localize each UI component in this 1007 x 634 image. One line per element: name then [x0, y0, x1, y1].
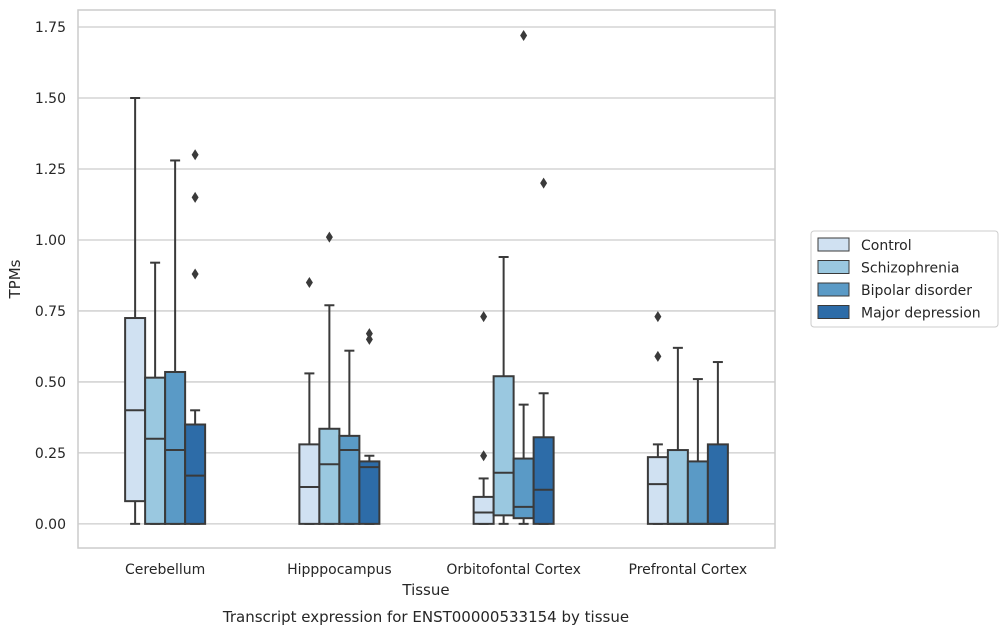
legend-label: Schizophrenia [861, 261, 959, 277]
outlier-point [540, 177, 548, 189]
box-group [666, 346, 689, 525]
box-group [358, 328, 381, 525]
legend-swatch [817, 237, 850, 252]
box-group [338, 349, 361, 525]
x-axis-label: Tissue [401, 581, 449, 599]
box [686, 460, 709, 525]
outlier-point [654, 350, 662, 362]
box [706, 443, 729, 525]
box [666, 449, 689, 525]
box [532, 436, 555, 525]
x-axis-ticks: Cerebellum Hipppocampus Orbitofontal Corte… [125, 562, 747, 578]
legend: Control Schizophrenia Bipolar disorder Majo… [810, 230, 999, 328]
outlier-point [305, 277, 313, 289]
box-group [646, 311, 669, 525]
y-axis-label: TPMs [6, 259, 24, 299]
outlier-point [325, 231, 333, 243]
y-tick-label: 0.75 [35, 304, 66, 320]
x-tick-label: Hipppocampus [287, 562, 392, 578]
x-tick-label: Cerebellum [125, 562, 205, 578]
box [512, 457, 535, 520]
box-group [318, 231, 341, 525]
legend-label: Bipolar disorder [861, 283, 972, 299]
box [492, 375, 515, 517]
box-group [144, 261, 167, 525]
box-group [706, 361, 729, 525]
box [298, 443, 321, 525]
legend-frame [810, 230, 999, 328]
y-tick-label: 1.00 [35, 233, 66, 249]
box-group [686, 378, 709, 525]
legend-swatch [817, 260, 850, 274]
box [184, 423, 207, 525]
box-group [124, 97, 147, 525]
y-tick-label: 0.25 [35, 446, 66, 462]
y-tick-label: 0.00 [35, 517, 66, 533]
box [358, 460, 381, 525]
chart-caption: Transcript expression for ENST0000053315… [222, 608, 629, 626]
box-group [472, 311, 495, 525]
legend-label: Major depression [861, 306, 981, 322]
outlier-point [520, 30, 528, 42]
box [318, 427, 341, 525]
box-group [298, 277, 321, 525]
legend-swatch [817, 305, 850, 319]
outlier-point [191, 268, 199, 280]
box-group [492, 255, 515, 525]
box-group [512, 30, 535, 525]
y-tick-label: 1.50 [35, 91, 66, 107]
outlier-point [191, 149, 199, 161]
outlier-point [365, 333, 373, 345]
box [472, 495, 495, 525]
y-tick-label: 1.25 [35, 162, 66, 178]
box [144, 376, 167, 525]
outlier-point [191, 191, 199, 203]
legend-label: Control [861, 238, 912, 254]
outlier-point [480, 450, 488, 462]
box-group [532, 177, 555, 525]
box [164, 370, 187, 525]
y-axis-ticks: 0.00 0.25 0.50 0.75 1.00 1.25 1.50 1.75 [35, 20, 66, 533]
y-tick-label: 0.50 [35, 375, 66, 391]
plot-marks [124, 30, 729, 525]
box [646, 456, 669, 525]
outlier-point [480, 311, 488, 323]
box-group [164, 159, 187, 525]
x-tick-label: Prefrontal Cortex [629, 562, 748, 578]
box-group [184, 149, 207, 525]
outlier-point [365, 328, 373, 340]
legend-swatch [817, 282, 850, 297]
y-tick-label: 1.75 [35, 20, 66, 36]
outlier-point [654, 311, 662, 323]
x-tick-label: Orbitofontal Cortex [446, 562, 581, 578]
plot-frame [77, 9, 776, 549]
